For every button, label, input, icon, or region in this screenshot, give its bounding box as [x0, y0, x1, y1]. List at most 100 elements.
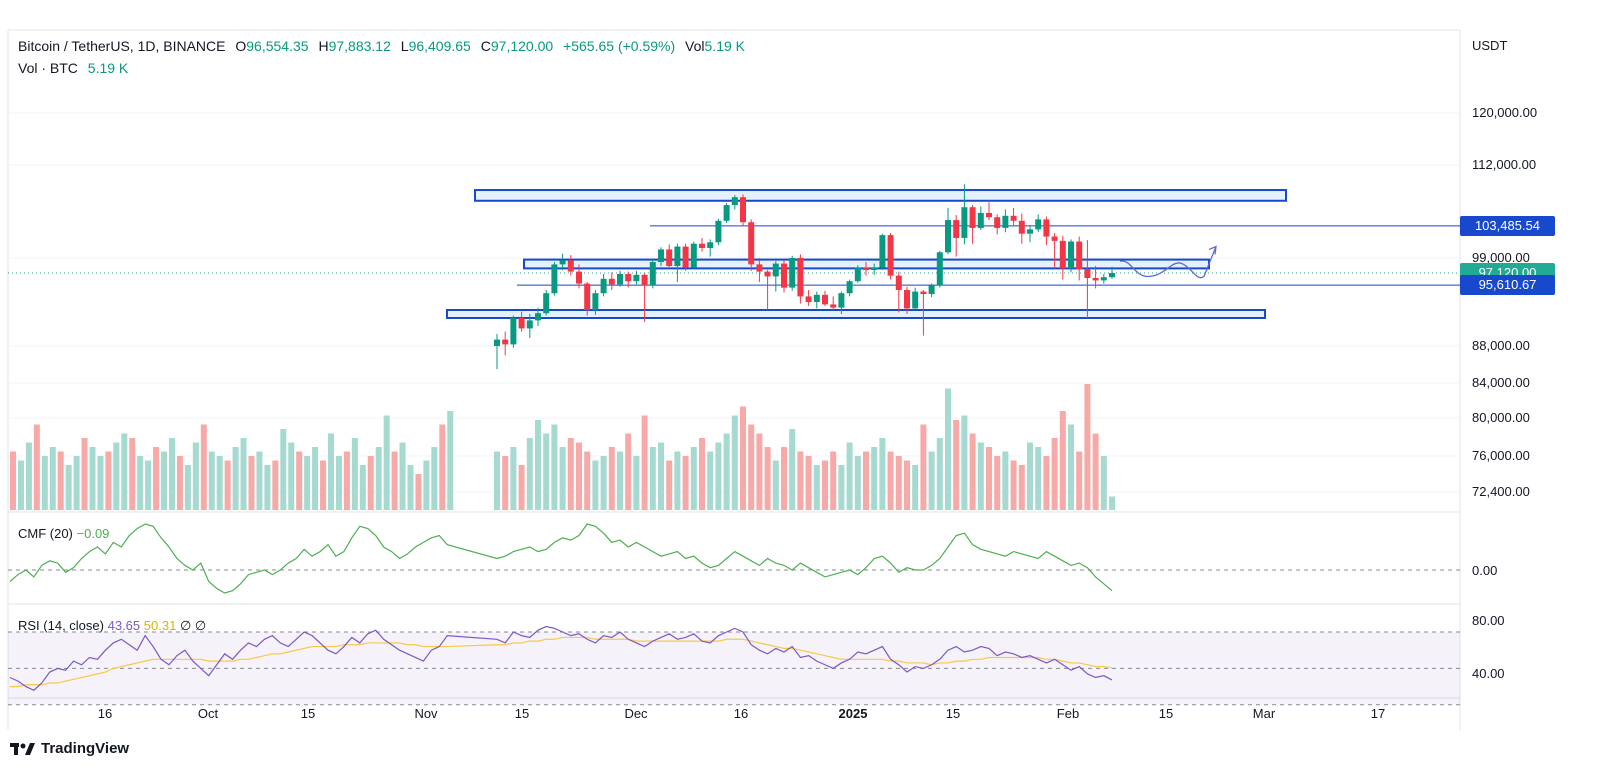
tradingview-logo[interactable]: TradingView [10, 740, 129, 757]
volume-bar-history-13 [113, 442, 120, 510]
volume-bar-history-49 [399, 442, 406, 510]
cmf-line [9, 523, 1113, 594]
currency-label[interactable]: USDT [1472, 38, 1508, 53]
candle-body-47 [879, 235, 886, 268]
volume-bar-history-30 [248, 456, 255, 510]
volume-bar-51 [912, 465, 919, 510]
candle-body-2 [510, 318, 517, 345]
volume-bar-43 [846, 442, 853, 510]
candle-21 [666, 244, 673, 269]
volume-bar-history-39 [320, 460, 327, 510]
time-axis-label-4: 15 [514, 706, 530, 721]
symbol-title[interactable]: Bitcoin / TetherUS, 1D, BINANCE [18, 38, 226, 54]
candle-body-74 [1100, 277, 1107, 281]
volume-bar-10 [576, 442, 582, 510]
candle-body-54 [936, 252, 943, 286]
volume-bar-history-36 [296, 451, 303, 510]
price-axis-label-2: 99,000.00 [1472, 250, 1530, 265]
rsi-label[interactable]: RSI (14, close) [18, 618, 104, 633]
volume-bar-history-50 [407, 465, 414, 510]
candle-body-12 [592, 293, 599, 310]
candle-body-60 [986, 212, 992, 218]
volume-bar-50 [904, 460, 910, 510]
volume-bar-1 [502, 456, 509, 510]
candle-body-67 [1043, 219, 1050, 237]
candle-74 [1100, 274, 1107, 284]
candle-61 [994, 214, 1001, 235]
volume-bar-history-40 [328, 433, 334, 510]
candle-6 [543, 290, 550, 316]
candle-29 [731, 195, 738, 210]
volume-bar-24 [690, 447, 697, 510]
volume-bar-history-14 [121, 433, 128, 510]
candle-16 [625, 271, 632, 288]
rsi-axis-hi: 80.00 [1472, 613, 1505, 628]
candle-57 [961, 184, 968, 245]
high-value: 97,883.12 [328, 38, 391, 54]
cmf-legend: CMF (20) −0.09 [18, 526, 109, 541]
vol-btc-label[interactable]: Vol · BTC [18, 60, 78, 76]
candle-12 [592, 290, 599, 315]
volume-bar-14 [608, 447, 615, 510]
volume-bar-74 [1100, 456, 1107, 510]
volume-bar-25 [699, 438, 705, 510]
candle-body-7 [551, 264, 558, 294]
candle-body-62 [1002, 215, 1009, 228]
open-value: 96,554.35 [246, 38, 309, 54]
time-axis-label-1: Oct [197, 706, 219, 721]
volume-bar-37 [797, 451, 804, 510]
candle-body-27 [715, 220, 722, 243]
cmf-label[interactable]: CMF (20) [18, 526, 73, 541]
candle-56 [953, 215, 960, 257]
volume-bar-history-23 [192, 442, 199, 510]
volume-bar-26 [707, 451, 714, 510]
close-value: 97,120.00 [490, 38, 554, 54]
volume-bar-44 [854, 456, 861, 510]
candle-body-42 [838, 293, 845, 308]
volume-bar-72 [1084, 384, 1091, 510]
candle-body-3 [518, 318, 525, 329]
candle-58 [969, 205, 976, 244]
volume-bar-history-3 [33, 424, 40, 510]
volume-bar-19 [649, 447, 656, 510]
candle-body-13 [600, 278, 607, 294]
candle-body-72 [1084, 269, 1091, 278]
candle-75 [1109, 266, 1115, 279]
time-axis-label-12: 17 [1370, 706, 1386, 721]
candle-34 [772, 261, 779, 292]
candle-63 [1010, 207, 1017, 227]
candle-43 [846, 279, 853, 297]
candle-13 [600, 274, 607, 297]
candle-body-33 [764, 271, 771, 277]
volume-bar-history-52 [423, 460, 430, 510]
candle-body-46 [871, 267, 878, 270]
candle-body-30 [740, 197, 746, 223]
candle-body-18 [641, 274, 648, 286]
candle-5 [535, 307, 541, 326]
candle-body-56 [953, 220, 960, 238]
volume-bar-31 [748, 424, 755, 510]
candle-body-51 [912, 291, 919, 309]
volume-bar-61 [994, 456, 1001, 510]
candle-67 [1043, 216, 1050, 246]
volume-bar-4 [526, 438, 533, 510]
candle-33 [764, 270, 771, 310]
vol-label: Vol [685, 38, 705, 54]
volume-bar-16 [625, 433, 632, 510]
support-resistance-zones [446, 189, 1287, 319]
volume-bar-15 [617, 451, 623, 510]
candle-body-38 [805, 296, 812, 302]
rsi-value: 43.65 [107, 618, 141, 633]
candle-body-34 [772, 263, 779, 277]
candle-49 [895, 271, 902, 313]
volume-bar-75 [1109, 496, 1115, 510]
candle-body-57 [961, 207, 968, 238]
time-axis-label-3: Nov [414, 706, 438, 721]
volume-bar-36 [789, 429, 796, 510]
volume-bar-history-35 [288, 442, 295, 510]
volume-bar-history-4 [41, 456, 48, 510]
volume-bar-39 [813, 465, 820, 510]
candle-body-24 [690, 243, 697, 268]
volume-bar-71 [1076, 451, 1083, 510]
